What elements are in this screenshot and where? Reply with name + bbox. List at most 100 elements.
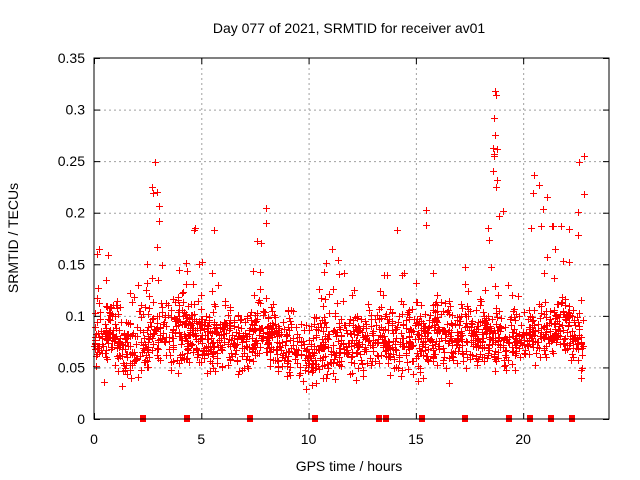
data-point — [447, 333, 454, 340]
data-point — [107, 317, 114, 324]
data-point — [492, 348, 499, 355]
data-point — [114, 353, 121, 360]
data-point — [358, 316, 365, 323]
data-point — [244, 363, 251, 370]
data-point — [297, 364, 304, 371]
data-point — [424, 335, 431, 342]
data-point — [565, 323, 572, 330]
data-point — [203, 313, 210, 320]
data-point — [566, 259, 573, 266]
data-point — [576, 310, 583, 317]
data-point — [438, 335, 445, 342]
data-point — [544, 194, 551, 201]
data-point — [274, 346, 281, 353]
data-point — [375, 353, 382, 360]
data-point — [183, 281, 190, 288]
data-point — [228, 350, 235, 357]
data-point — [509, 292, 516, 299]
data-point — [332, 352, 339, 359]
data-point — [317, 355, 324, 362]
data-point — [571, 332, 578, 339]
data-point — [92, 324, 99, 331]
data-point — [493, 184, 500, 191]
data-point — [144, 280, 151, 287]
data-point — [372, 316, 379, 323]
data-point — [409, 343, 416, 350]
data-point — [414, 350, 421, 357]
data-point — [543, 354, 550, 361]
data-point — [492, 283, 499, 290]
data-point — [257, 300, 264, 307]
data-point — [316, 366, 323, 373]
data-point — [486, 334, 493, 341]
data-point — [427, 312, 434, 319]
data-point — [362, 318, 369, 325]
data-point — [95, 285, 102, 292]
data-point — [256, 332, 263, 339]
data-point — [516, 345, 523, 352]
data-point — [454, 341, 461, 348]
data-point — [513, 330, 520, 337]
data-point — [425, 330, 432, 337]
data-point — [127, 343, 134, 350]
data-point — [378, 315, 385, 322]
data-point — [526, 329, 533, 336]
data-point — [177, 352, 184, 359]
data-point — [452, 321, 459, 328]
data-point — [346, 320, 353, 327]
data-point — [324, 371, 331, 378]
data-point — [248, 309, 255, 316]
data-point — [485, 225, 492, 232]
data-point — [354, 350, 361, 357]
data-point — [267, 356, 274, 363]
data-point — [179, 307, 186, 314]
data-point — [157, 324, 164, 331]
data-point — [387, 345, 394, 352]
data-point — [420, 352, 427, 359]
data-point — [96, 349, 103, 356]
data-point — [112, 362, 119, 369]
data-point — [493, 310, 500, 317]
data-point — [465, 313, 472, 320]
data-point — [449, 342, 456, 349]
data-point — [150, 190, 157, 197]
data-point — [152, 159, 159, 166]
data-point — [380, 292, 387, 299]
data-point — [560, 309, 567, 316]
data-point — [475, 344, 482, 351]
data-point — [450, 357, 457, 364]
data-point — [103, 277, 110, 284]
data-point — [129, 299, 136, 306]
data-point — [263, 205, 270, 212]
data-point — [226, 320, 233, 327]
data-point — [183, 321, 190, 328]
data-point — [574, 341, 581, 348]
data-point — [233, 329, 240, 336]
data-point — [330, 286, 337, 293]
data-point — [343, 327, 350, 334]
data-point — [527, 313, 534, 320]
data-point — [566, 303, 573, 310]
data-point — [321, 269, 328, 276]
data-point — [494, 146, 501, 153]
data-point — [413, 320, 420, 327]
data-point — [445, 329, 452, 336]
data-point — [165, 312, 172, 319]
data-point — [404, 359, 411, 366]
data-point — [270, 301, 277, 308]
data-point — [227, 325, 234, 332]
data-point — [393, 335, 400, 342]
data-point — [400, 321, 407, 328]
data-point — [154, 189, 161, 196]
data-point — [287, 364, 294, 371]
data-point — [287, 318, 294, 325]
data-point — [374, 312, 381, 319]
data-point — [562, 335, 569, 342]
y-tick-label: 0.15 — [58, 256, 85, 272]
data-point — [501, 357, 508, 364]
data-point — [390, 351, 397, 358]
data-point — [531, 307, 538, 314]
data-point — [469, 321, 476, 328]
data-point — [554, 301, 561, 308]
data-point — [198, 359, 205, 366]
